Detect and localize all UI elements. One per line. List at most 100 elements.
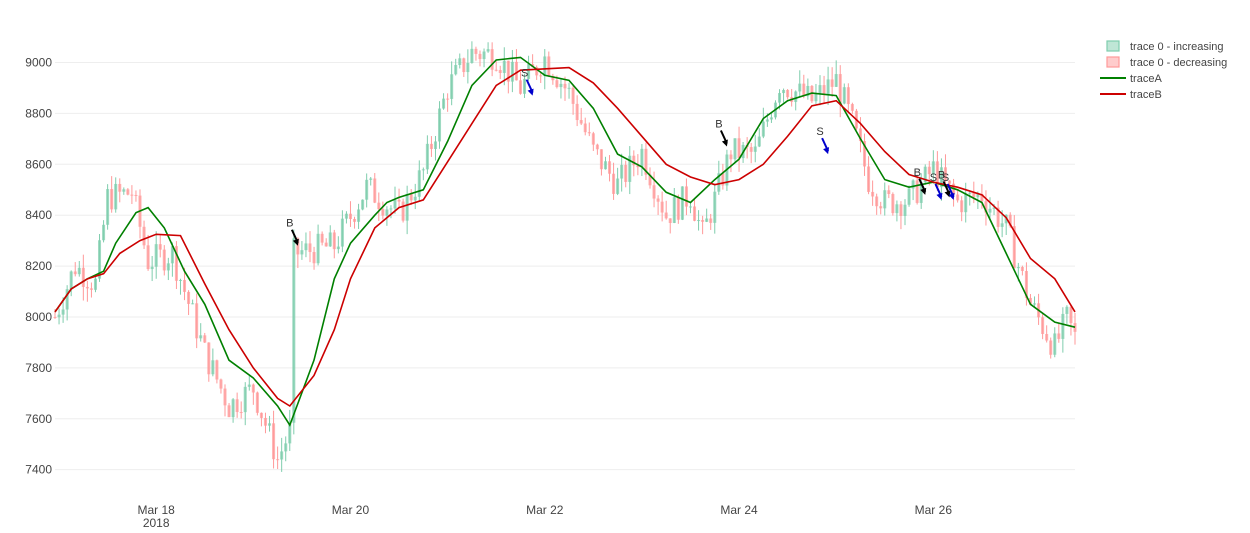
candle-increasing	[61, 309, 65, 315]
candle-increasing	[733, 138, 737, 160]
candle-increasing	[782, 90, 786, 94]
candle-decreasing	[676, 197, 680, 220]
x-tick-label: Mar 18	[138, 503, 176, 517]
candle-increasing	[818, 85, 822, 94]
legend-item-trace-0---increasing[interactable]: trace 0 - increasing	[1106, 40, 1224, 53]
y-tick-label: 8800	[25, 106, 52, 120]
annotation-label: B	[715, 119, 722, 131]
candle-decreasing	[575, 103, 579, 121]
candle-increasing	[336, 246, 340, 250]
candle-increasing	[1000, 223, 1004, 227]
candle-decreasing	[887, 190, 891, 195]
candle-decreasing	[899, 204, 903, 216]
candle-increasing	[69, 271, 73, 290]
candle-increasing	[939, 167, 943, 188]
candle-increasing	[106, 189, 110, 225]
legend[interactable]: trace 0 - increasing trace 0 - decreasing…	[1100, 40, 1227, 101]
candle-increasing	[405, 193, 409, 221]
candle-decreasing	[980, 194, 984, 202]
candle-increasing	[340, 218, 344, 247]
candle-increasing	[211, 360, 215, 375]
candle-increasing	[466, 62, 470, 73]
candle-decreasing	[320, 233, 324, 243]
annotation-label: S	[942, 172, 949, 184]
y-gridlines	[55, 62, 1075, 471]
candle-decreasing	[239, 412, 243, 414]
y-tick-label: 7800	[25, 361, 52, 375]
candle-increasing	[992, 207, 996, 209]
candle-decreasing	[863, 141, 867, 167]
candle-decreasing	[1020, 266, 1024, 271]
candle-increasing	[559, 83, 563, 88]
candle-increasing	[616, 178, 620, 194]
candle-increasing	[98, 240, 102, 279]
candle-increasing	[964, 193, 968, 213]
candle-increasing	[268, 423, 272, 426]
candle-decreasing	[397, 199, 401, 202]
legend-item-traceA[interactable]: traceA	[1100, 73, 1162, 85]
candle-increasing	[931, 161, 935, 175]
candle-decreasing	[514, 61, 518, 81]
candle-increasing	[300, 250, 304, 255]
candle-increasing	[344, 213, 348, 219]
candle-decreasing	[401, 201, 405, 221]
candle-decreasing	[737, 138, 741, 159]
annotation-arrowhead	[527, 88, 534, 96]
candle-increasing	[968, 192, 972, 194]
candle-increasing	[154, 244, 158, 267]
candle-decreasing	[624, 164, 628, 182]
candle-increasing	[794, 91, 798, 102]
candle-decreasing	[960, 200, 964, 213]
candle-increasing	[510, 61, 514, 82]
candle-decreasing	[721, 173, 725, 186]
annotation-arrowhead	[721, 139, 728, 147]
series-line-traceA	[54, 56, 1076, 427]
candle-increasing	[769, 117, 773, 120]
candle-decreasing	[203, 335, 207, 343]
annotation-label: S	[930, 172, 937, 184]
candle-increasing	[166, 263, 170, 271]
candle-decreasing	[867, 166, 871, 192]
candle-decreasing	[429, 143, 433, 149]
candle-decreasing	[599, 149, 603, 170]
candle-decreasing	[693, 206, 697, 221]
candle-decreasing	[583, 123, 587, 133]
candle-increasing	[284, 443, 288, 452]
candle-increasing	[903, 204, 907, 216]
candle-increasing	[907, 188, 911, 205]
candle-decreasing	[195, 303, 199, 339]
candle-increasing	[102, 224, 106, 241]
legend-item-trace-0---decreasing[interactable]: trace 0 - decreasing	[1106, 56, 1227, 69]
y-tick-label: 9000	[25, 56, 52, 70]
candle-increasing	[486, 49, 490, 52]
candle-increasing	[450, 74, 454, 99]
candle-increasing	[1016, 266, 1020, 269]
candle-decreasing	[263, 417, 267, 426]
candle-increasing	[458, 58, 462, 65]
candle-increasing	[482, 51, 486, 60]
candle-decreasing	[1073, 323, 1077, 332]
candle-decreasing	[660, 201, 664, 213]
candle-decreasing	[786, 90, 790, 98]
candle-decreasing	[223, 388, 227, 406]
candle-decreasing	[879, 206, 883, 209]
candle-decreasing	[89, 288, 93, 290]
candle-increasing	[191, 303, 195, 305]
candle-decreasing	[312, 252, 316, 264]
candle-decreasing	[187, 291, 191, 304]
candle-decreasing	[259, 412, 263, 418]
candle-increasing	[65, 289, 69, 310]
candle-decreasing	[1045, 333, 1049, 341]
candle-decreasing	[162, 249, 166, 271]
candle-decreasing	[551, 75, 555, 81]
candle-increasing	[199, 335, 203, 339]
candle-increasing	[304, 243, 308, 251]
candle-decreasing	[134, 194, 138, 196]
candle-increasing	[798, 83, 802, 92]
candle-increasing	[247, 384, 251, 387]
candle-increasing	[1053, 333, 1057, 355]
candle-decreasing	[506, 60, 510, 82]
legend-item-traceB[interactable]: traceB	[1100, 89, 1162, 101]
x-tick-label: Mar 24	[720, 503, 758, 517]
